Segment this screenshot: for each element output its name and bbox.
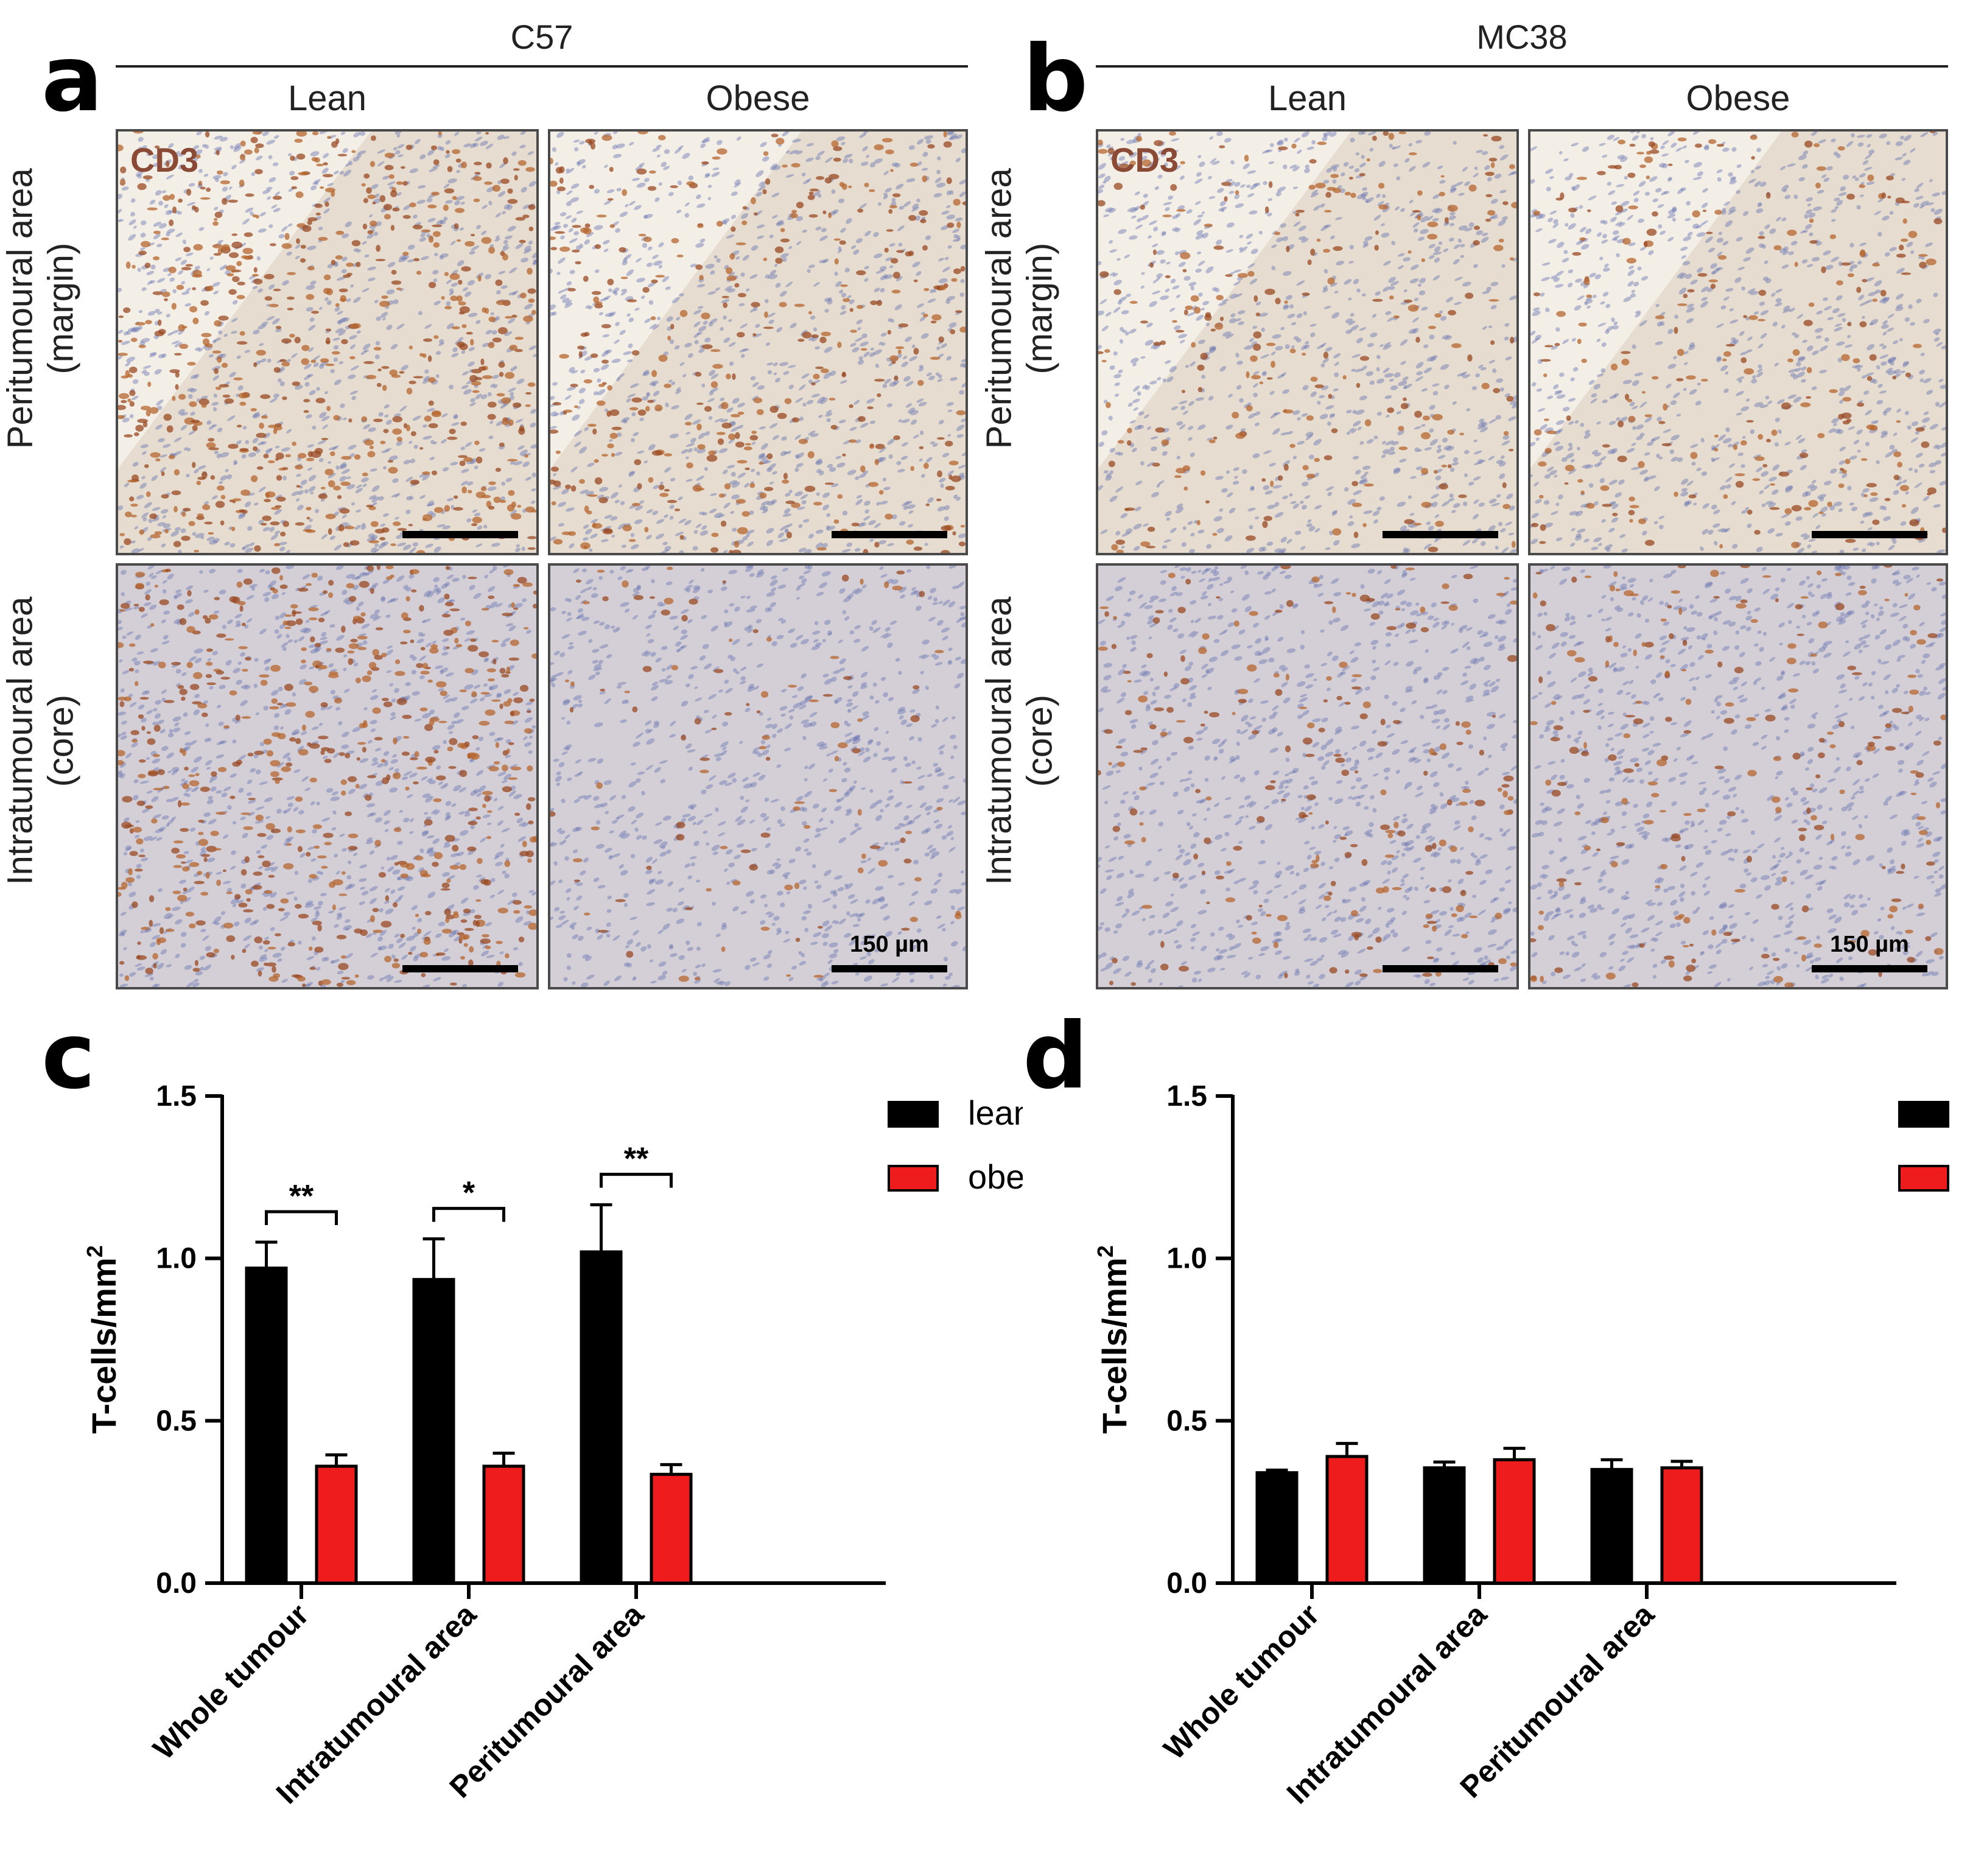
panel-letter-d: d [1023,1003,1088,1109]
y-axis-label-superscript: 2 [82,1245,107,1257]
y-tick-label: 1.0 [156,1243,197,1275]
group-divider [1096,65,1948,68]
column-label-lean: Lean [287,79,367,118]
scale-bar [1812,531,1927,538]
y-tick-label: 1.5 [156,1080,197,1112]
legend-swatch-lean [1898,1101,1949,1128]
y-tick-label: 0.5 [156,1405,197,1437]
bar-obese [1660,1466,1703,1585]
legend-swatch-obese [1898,1165,1949,1192]
legend-label-lean: lean [968,1094,1023,1132]
y-tick-label: 0.0 [156,1567,197,1600]
bar-obese [315,1464,358,1585]
significance-bracket [432,1207,505,1222]
row-label-line: (core) [41,694,80,787]
bar-obese [1325,1455,1369,1585]
micrograph-b-r0c0: CD3 [1096,129,1519,555]
row-label-peritumoural: Peritumoural area (margin) [0,96,81,522]
row-label-intratumoural: Intratumoural area (core) [0,528,81,954]
column-label-obese: Obese [706,79,810,118]
bar-lean [580,1250,623,1585]
row-label-line: Peritumoural area [0,168,40,449]
row-label-line: Intratumoural area [979,596,1019,885]
scale-bar [832,531,947,538]
micrograph-b-r0c1 [1528,129,1948,555]
group-divider [116,65,968,68]
significance-label: ** [624,1142,649,1177]
y-tick-label: 0.0 [1166,1567,1207,1600]
column-label-lean: Lean [1267,79,1347,118]
panel-letter-c: c [41,1003,96,1109]
row-label-line: Intratumoural area [0,596,40,885]
scale-bar-label: 150 µm [850,932,929,957]
group-title-c57: C57 [510,18,573,56]
row-label-peritumoural: Peritumoural area (margin) [979,96,1060,522]
x-tick-label: Whole tumour [147,1597,315,1766]
legend-label-obese: obese [968,1158,1023,1196]
significance-bracket [600,1173,673,1188]
stain-label-cd3: CD3 [1110,141,1179,179]
y-axis-label: T-cells/mm2 [1093,1245,1134,1434]
row-label-line: (margin) [41,242,80,374]
micrograph-a-r1c1: 150 µm [548,563,968,989]
bar-lean [1423,1466,1466,1585]
y-axis-label: T-cells/mm2 [82,1245,123,1434]
significance-bracket [265,1210,338,1225]
scale-bar [1812,965,1927,972]
group-title-mc38: MC38 [1476,18,1568,56]
bar-lean [245,1266,288,1585]
row-label-line: (margin) [1020,242,1059,374]
y-tick-label: 1.5 [1166,1080,1207,1112]
bar-lean [1590,1467,1633,1585]
scale-bar [402,965,518,972]
x-tick-label: Whole tumour [1157,1597,1326,1766]
legend-swatch-obese [888,1165,939,1192]
panel-letter-b: b [1023,26,1088,132]
bar-obese [1493,1458,1536,1585]
bar-obese [482,1464,525,1585]
micrograph-b-r1c0 [1096,563,1519,989]
bar-lean [412,1277,455,1585]
legend-swatch-lean [888,1101,939,1128]
y-tick-label: 0.5 [1166,1405,1207,1437]
significance-label: ** [289,1179,314,1214]
y-axis-label-superscript: 2 [1093,1245,1118,1257]
scale-bar-label: 150 µm [1830,932,1909,957]
scale-bar [1383,965,1498,972]
micrograph-a-r1c0 [116,563,539,989]
significance-label: * [463,1176,475,1211]
column-label-obese: Obese [1686,79,1790,118]
scale-bar [832,965,947,972]
micrograph-a-r0c1 [548,129,968,555]
row-label-intratumoural: Intratumoural area (core) [979,528,1060,954]
y-tick-label: 1.0 [1166,1243,1207,1275]
bar-obese [650,1472,693,1585]
row-label-line: Peritumoural area [979,168,1019,449]
scale-bar [402,531,518,538]
panel-letter-a: a [41,26,103,132]
bar-lean [1255,1471,1299,1585]
row-label-line: (core) [1020,694,1059,787]
scale-bar [1383,531,1498,538]
stain-label-cd3: CD3 [130,141,199,179]
micrograph-b-r1c1: 150 µm [1528,563,1948,989]
micrograph-a-r0c0: CD3 [116,129,539,555]
